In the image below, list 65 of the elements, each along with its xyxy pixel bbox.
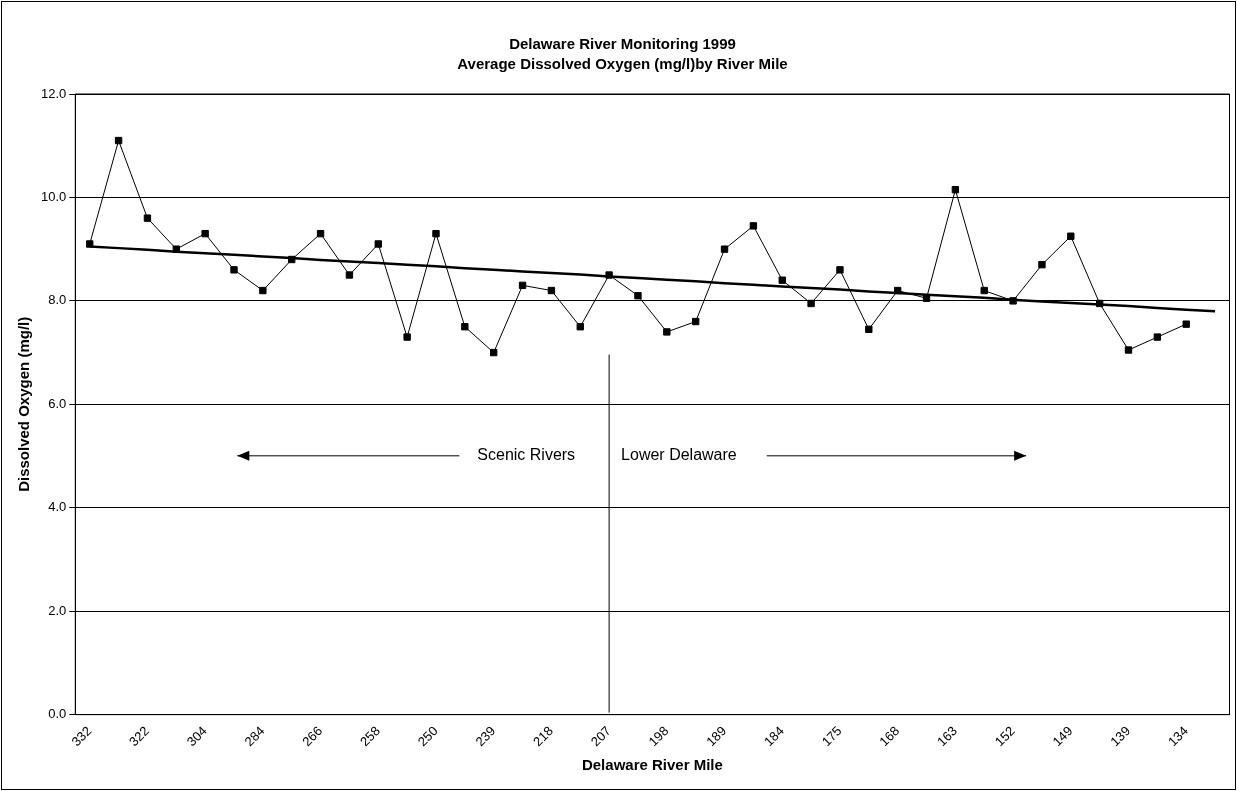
point <box>1067 232 1075 240</box>
point <box>1153 333 1162 341</box>
x-tick-label: 304 <box>183 723 210 750</box>
point <box>980 286 988 295</box>
point <box>547 286 556 295</box>
x-tick-label: 258 <box>356 723 383 750</box>
annotation: Scenic Rivers <box>477 446 576 464</box>
y-tick-label: 0.0 <box>48 706 67 722</box>
point <box>1182 320 1190 328</box>
point <box>1124 346 1133 354</box>
point <box>778 276 786 284</box>
point <box>114 136 123 145</box>
point <box>518 281 527 290</box>
point <box>432 229 440 238</box>
x-tick-label: 198 <box>645 723 672 750</box>
y-tick-label: 10.0 <box>40 189 67 205</box>
x-tick-label: 207 <box>587 723 614 750</box>
point <box>634 292 642 300</box>
point <box>143 214 152 222</box>
point <box>86 240 94 248</box>
chart-subtitle: Average Dissolved Oxygen (mg/l)by River Mile <box>457 55 788 73</box>
y-tick-label: 8.0 <box>48 292 67 308</box>
point <box>807 299 815 308</box>
annotation: Lower Delaware <box>621 446 737 464</box>
point <box>259 286 267 295</box>
y-tick-label: 6.0 <box>48 395 67 411</box>
x-tick-label: 168 <box>876 723 903 750</box>
x-tick-label: 184 <box>760 723 787 750</box>
x-tick-label: 239 <box>472 723 499 750</box>
x-tick-label: 284 <box>241 723 268 750</box>
point <box>201 229 209 238</box>
y-tick-label: 2.0 <box>48 602 67 618</box>
x-tick-label: 163 <box>934 723 961 750</box>
point <box>403 333 411 341</box>
point <box>576 323 584 331</box>
point <box>490 348 498 357</box>
point <box>1038 260 1046 269</box>
point <box>316 229 325 238</box>
x-tick-label: 250 <box>414 723 441 750</box>
point <box>230 266 238 274</box>
y-tick-label: 12.0 <box>40 85 67 101</box>
x-tick-label: 152 <box>991 723 1018 750</box>
x-tick-label: 332 <box>68 723 95 750</box>
x-tick-label: 266 <box>299 723 326 750</box>
point <box>374 240 382 248</box>
x-tick-label: 139 <box>1107 723 1134 750</box>
x-tick-label: 149 <box>1049 723 1076 750</box>
x-tick-label: 189 <box>703 723 730 750</box>
point <box>951 186 960 194</box>
point <box>720 245 729 253</box>
x-tick-label: 218 <box>530 723 557 750</box>
point <box>461 323 469 331</box>
x-tick-label: 134 <box>1164 723 1191 750</box>
chart-title: Delaware River Monitoring 1999 <box>509 35 736 53</box>
point <box>663 328 671 336</box>
y-axis-title: Dissolved Oxygen (mg/l) <box>15 316 33 492</box>
y-tick-label: 4.0 <box>48 499 67 515</box>
point <box>692 317 700 326</box>
point <box>749 222 758 230</box>
point <box>865 325 873 334</box>
x-tick-label: 175 <box>818 723 845 750</box>
point <box>345 271 354 279</box>
point <box>836 266 844 274</box>
x-tick-label: 322 <box>126 723 153 750</box>
x-axis-title: Delaware River Mile <box>581 756 723 774</box>
